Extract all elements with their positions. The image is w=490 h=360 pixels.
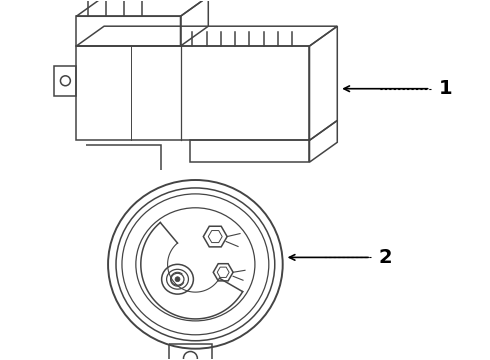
Ellipse shape <box>175 277 180 282</box>
Text: 1: 1 <box>439 79 452 98</box>
Text: 2: 2 <box>379 248 392 267</box>
